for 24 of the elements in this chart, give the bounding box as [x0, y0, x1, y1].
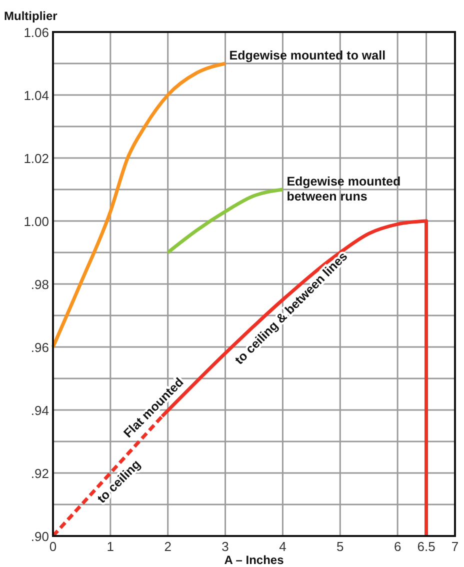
y-tick-label: .92 — [30, 466, 49, 481]
series-label: Edgewise mounted between runs — [286, 174, 401, 204]
y-tick-label: .98 — [30, 277, 49, 292]
y-tick-label: .90 — [30, 529, 49, 544]
line-series — [51, 62, 228, 349]
y-tick-label: 1.06 — [24, 25, 49, 40]
x-tick-label: 7 — [451, 539, 459, 554]
x-tick-label: 6 — [394, 539, 402, 554]
y-tick-label: .94 — [30, 403, 49, 418]
x-tick-label: 1 — [106, 539, 114, 554]
y-axis-title: Multiplier — [4, 9, 58, 23]
x-tick-label: 0 — [49, 539, 57, 554]
y-tick-label: 1.04 — [24, 88, 49, 103]
x-tick-label: 6.5 — [417, 539, 436, 554]
x-tick-label: 5 — [336, 539, 344, 554]
x-tick-label: 4 — [279, 539, 286, 554]
x-axis-title: A – Inches — [224, 553, 284, 567]
x-tick-label: 3 — [222, 539, 229, 554]
y-tick-label: 1.02 — [24, 151, 49, 166]
line-series — [166, 188, 284, 254]
y-tick-label: .96 — [30, 340, 49, 355]
y-tick-label: 1.00 — [24, 214, 49, 229]
x-tick-label: 2 — [164, 539, 172, 554]
series-label: Edgewise mounted to wall — [229, 48, 386, 62]
